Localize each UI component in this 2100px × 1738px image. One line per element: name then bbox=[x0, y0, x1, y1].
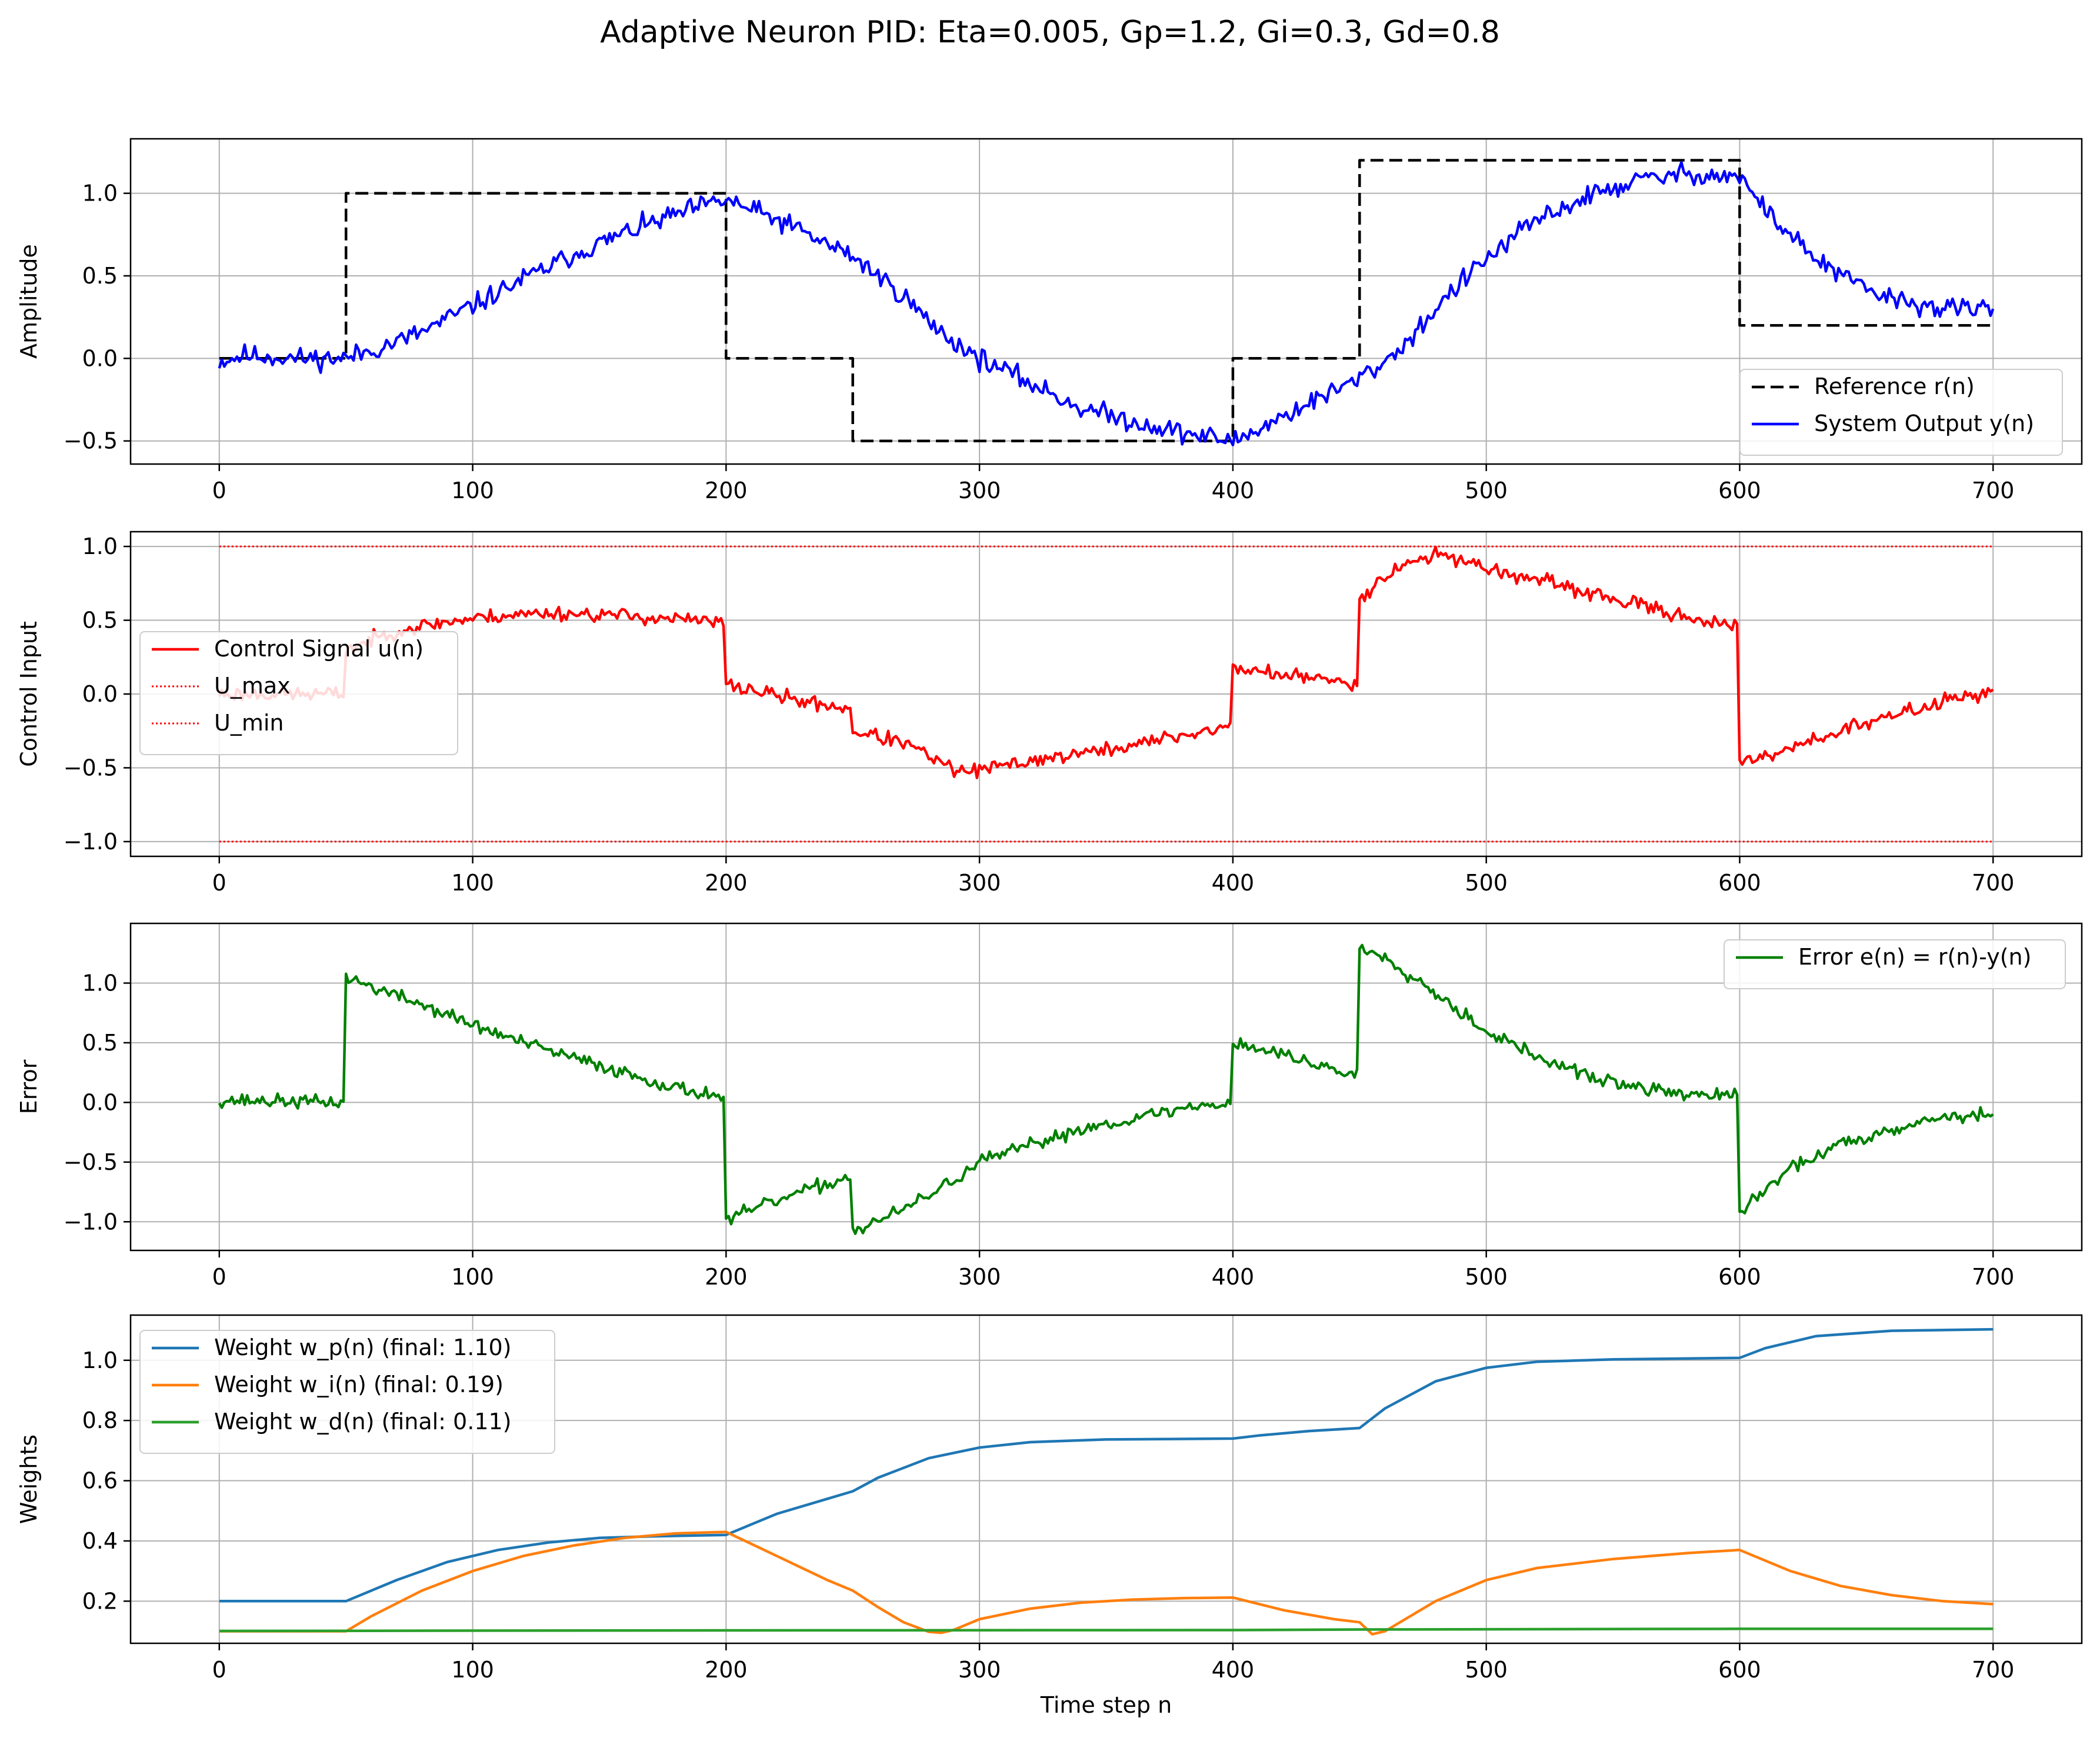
y-tick-label: 1.0 bbox=[82, 970, 118, 996]
subplots: 0 100 200 300 400 500 600 700 −0.5 0.0 0.5 1.0 Ampli… bbox=[16, 138, 2083, 1718]
legend: Error e(n) = r(n)-y(n) bbox=[1724, 939, 2066, 989]
x-tick-label: 600 bbox=[1718, 1657, 1761, 1683]
legend-label: U_min bbox=[214, 710, 284, 736]
legend-box bbox=[1739, 369, 2063, 456]
y-tick-label: 0.0 bbox=[82, 345, 118, 371]
x-tick-label: 500 bbox=[1465, 870, 1508, 896]
y-tick-label: 0.5 bbox=[82, 263, 118, 289]
y-tick-label: 0.0 bbox=[82, 1089, 118, 1115]
y-axis-label: Weights bbox=[16, 1435, 42, 1524]
series-line-weight-w-d-n-final-0-11 bbox=[219, 1627, 1994, 1633]
x-tick-label: 200 bbox=[705, 1264, 748, 1290]
axes-frame bbox=[129, 1314, 2083, 1644]
legend-label: Error e(n) = r(n)-y(n) bbox=[1798, 944, 2031, 970]
x-tick-label: 500 bbox=[1465, 1657, 1508, 1683]
x-tick-label: 100 bbox=[451, 1264, 494, 1290]
y-axis-label: Amplitude bbox=[16, 244, 42, 359]
x-tick-label: 600 bbox=[1718, 870, 1761, 896]
subplot-control: 0 100 200 300 400 500 600 700 −1.0 −0.5 0.0 0.5 1.0 C… bbox=[16, 531, 2083, 896]
x-tick-label: 0 bbox=[212, 1264, 226, 1290]
subplot-weights: 0 100 200 300 400 500 600 700 0.2 0.4 0.6 0.8 1.0 Wei… bbox=[16, 1314, 2083, 1718]
x-tick-label: 0 bbox=[212, 1657, 226, 1683]
y-tick-label: 0.4 bbox=[82, 1528, 118, 1554]
x-tick-label: 400 bbox=[1212, 1264, 1255, 1290]
y-tick-label: −0.5 bbox=[64, 428, 118, 454]
x-tick-label: 600 bbox=[1718, 1264, 1761, 1290]
x-tick-label: 200 bbox=[705, 478, 748, 503]
legend-box bbox=[1724, 939, 2066, 989]
y-tick-label: −0.5 bbox=[64, 1149, 118, 1175]
x-tick-label: 200 bbox=[705, 870, 748, 896]
subplot-error: 0 100 200 300 400 500 600 700 −1.0 −0.5 0.0 0.5 1.0 E… bbox=[16, 922, 2083, 1290]
series-line-weight-w-i-n-final-0-19 bbox=[219, 1530, 1994, 1636]
x-tick-label: 700 bbox=[1972, 1264, 2015, 1290]
subplot-response: 0 100 200 300 400 500 600 700 −0.5 0.0 0.5 1.0 Ampli… bbox=[16, 138, 2083, 503]
legend-label: Weight w_i(n) (final: 0.19) bbox=[214, 1372, 504, 1397]
series-line-weight-w-p-n-final-1-10 bbox=[219, 1327, 1994, 1603]
x-tick-label: 0 bbox=[212, 478, 226, 503]
legend-label: Control Signal u(n) bbox=[214, 636, 424, 662]
y-axis-label: Error bbox=[16, 1059, 42, 1114]
x-tick-label: 100 bbox=[451, 478, 494, 503]
series-line-system-output-y-n bbox=[218, 161, 1995, 446]
legend-label: U_max bbox=[214, 673, 291, 699]
series-line-error-e-n-r-n-y-n bbox=[218, 943, 1994, 1235]
axes-frame bbox=[129, 138, 2083, 465]
x-tick-label: 300 bbox=[958, 870, 1001, 896]
x-tick-label: 0 bbox=[212, 870, 226, 896]
figure-title: Adaptive Neuron PID: Eta=0.005, Gp=1.2, … bbox=[600, 15, 1500, 50]
legend: Control Signal u(n) U_max U_min bbox=[139, 631, 458, 755]
x-tick-label: 400 bbox=[1212, 478, 1255, 503]
y-tick-label: 0.6 bbox=[82, 1468, 118, 1494]
legend: Reference r(n) System Output y(n) bbox=[1739, 369, 2063, 456]
y-axis-label: Control Input bbox=[16, 621, 42, 767]
y-tick-label: 1.0 bbox=[82, 533, 118, 559]
y-tick-label: −1.0 bbox=[64, 829, 118, 855]
x-tick-label: 300 bbox=[958, 478, 1001, 503]
y-tick-label: 1.0 bbox=[82, 181, 118, 206]
legend-box bbox=[139, 1330, 555, 1454]
x-tick-label: 200 bbox=[705, 1657, 748, 1683]
x-tick-label: 400 bbox=[1212, 870, 1255, 896]
y-tick-label: 0.2 bbox=[82, 1588, 118, 1614]
y-tick-label: −1.0 bbox=[64, 1209, 118, 1235]
series-line-reference-r-n bbox=[219, 159, 1994, 442]
x-tick-label: 300 bbox=[958, 1264, 1001, 1290]
series-line-control-signal-u-n bbox=[218, 545, 1994, 779]
y-tick-label: 0.5 bbox=[82, 608, 118, 633]
x-tick-label: 700 bbox=[1972, 870, 2015, 896]
x-tick-label: 300 bbox=[958, 1657, 1001, 1683]
x-tick-label: 100 bbox=[451, 870, 494, 896]
legend-box bbox=[139, 631, 458, 755]
y-tick-label: 0.5 bbox=[82, 1030, 118, 1056]
legend-label: Reference r(n) bbox=[1814, 373, 1975, 399]
y-tick-label: −0.5 bbox=[64, 755, 118, 780]
x-tick-label: 500 bbox=[1465, 1264, 1508, 1290]
legend-label: Weight w_d(n) (final: 0.11) bbox=[214, 1409, 512, 1435]
axes-frame bbox=[129, 922, 2083, 1252]
x-axis-label: Time step n bbox=[1040, 1692, 1172, 1718]
y-tick-label: 0.0 bbox=[82, 681, 118, 707]
x-tick-label: 100 bbox=[451, 1657, 494, 1683]
x-tick-label: 400 bbox=[1212, 1657, 1255, 1683]
x-tick-label: 600 bbox=[1718, 478, 1761, 503]
legend-label: Weight w_p(n) (final: 1.10) bbox=[214, 1335, 512, 1360]
x-tick-label: 500 bbox=[1465, 478, 1508, 503]
x-tick-label: 700 bbox=[1972, 1657, 2015, 1683]
x-tick-label: 700 bbox=[1972, 478, 2015, 503]
y-tick-label: 0.8 bbox=[82, 1407, 118, 1433]
y-tick-label: 1.0 bbox=[82, 1347, 118, 1373]
legend: Weight w_p(n) (final: 1.10) Weight w_i(n)… bbox=[139, 1330, 555, 1454]
legend-label: System Output y(n) bbox=[1814, 411, 2034, 436]
